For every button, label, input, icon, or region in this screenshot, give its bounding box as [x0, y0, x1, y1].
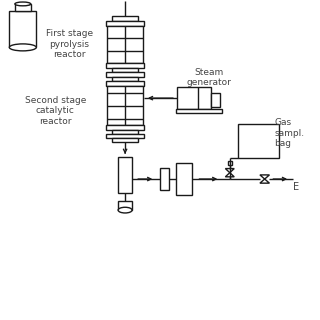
Bar: [9, 11, 36, 47]
Bar: [176, 109, 222, 113]
Bar: [106, 125, 144, 130]
Bar: [112, 68, 139, 72]
Polygon shape: [260, 179, 269, 183]
Ellipse shape: [118, 207, 132, 213]
Text: Gas
sampl.
bag: Gas sampl. bag: [274, 118, 304, 148]
Polygon shape: [225, 169, 234, 173]
Ellipse shape: [15, 2, 31, 6]
Polygon shape: [225, 173, 234, 177]
Text: First stage
pyrolysis
reactor: First stage pyrolysis reactor: [46, 29, 93, 59]
Bar: [118, 201, 132, 210]
Text: Second stage
catalytic
reactor: Second stage catalytic reactor: [25, 96, 86, 126]
Bar: [228, 161, 232, 165]
Bar: [106, 72, 144, 77]
Bar: [106, 134, 144, 139]
Text: Steam
generator: Steam generator: [187, 68, 232, 87]
Bar: [106, 63, 144, 68]
Bar: [106, 21, 144, 26]
Bar: [118, 157, 132, 193]
Bar: [112, 139, 139, 142]
Bar: [112, 130, 139, 134]
Bar: [112, 77, 139, 81]
Bar: [176, 163, 192, 195]
Bar: [106, 81, 144, 86]
Bar: [160, 168, 169, 190]
Text: E: E: [293, 182, 300, 192]
Bar: [15, 4, 31, 11]
Bar: [211, 93, 220, 107]
Bar: [107, 86, 143, 125]
Bar: [178, 87, 211, 109]
Bar: [112, 16, 139, 21]
Polygon shape: [260, 175, 269, 179]
Bar: [107, 26, 143, 63]
Bar: [238, 124, 279, 158]
Ellipse shape: [9, 44, 36, 51]
